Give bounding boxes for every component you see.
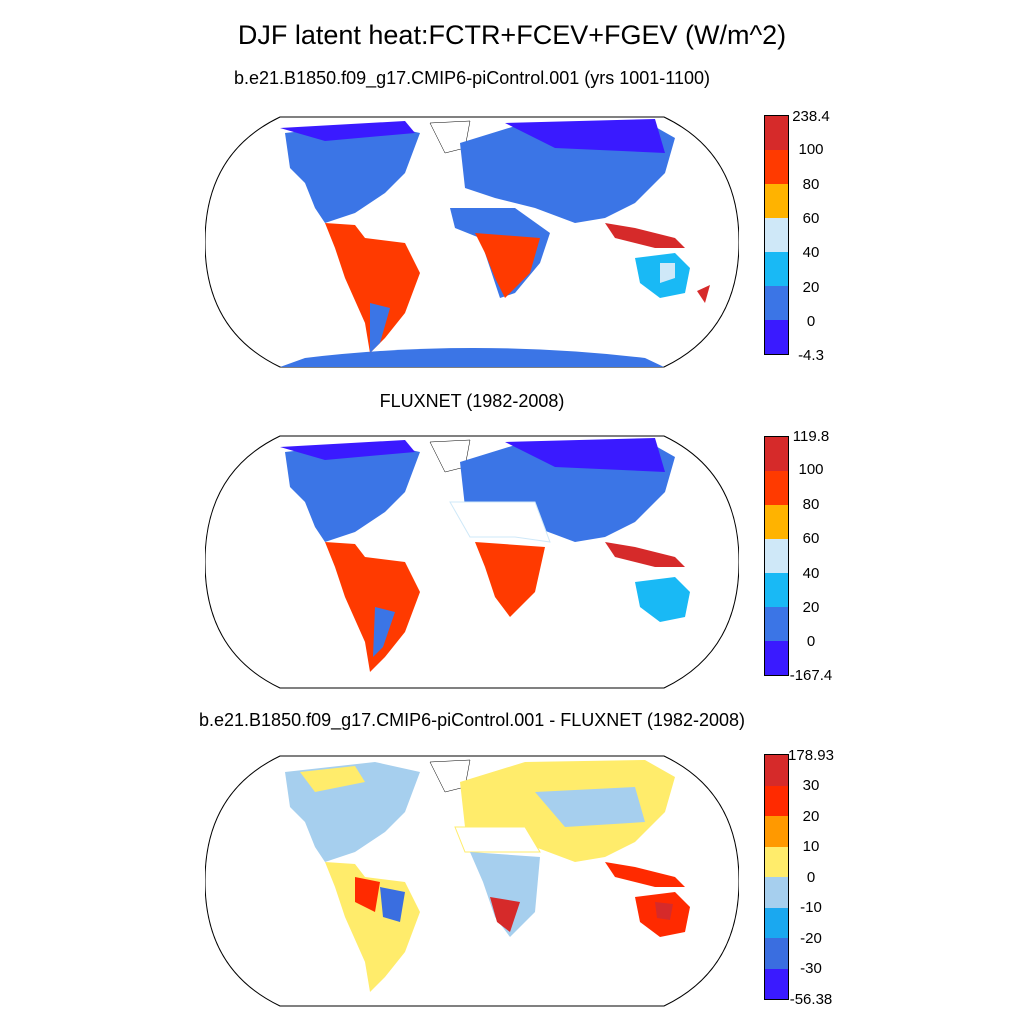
panel-1-subtitle: b.e21.B1850.f09_g17.CMIP6-piControl.001 … [234,68,710,88]
cb3-label-7: -30 [800,960,822,977]
panel-1-colorbar [764,115,789,355]
cb1-label-0: 238.4 [792,108,830,125]
cb2-label-5: 20 [802,599,820,616]
cb3-label-0: 178.93 [788,747,834,764]
panel-2-colorbar [764,436,789,676]
cb3-label-5: -10 [800,899,822,916]
cb3-label-8: -56.38 [789,991,833,1008]
cb3-label-2: 20 [802,808,820,825]
cb1-label-1: 100 [798,141,824,158]
cb2-label-2: 80 [802,496,820,513]
cb3-label-4: 0 [806,869,816,886]
cb3-label-3: 10 [802,838,820,855]
cb1-label-5: 20 [802,279,820,296]
cb1-label-4: 40 [802,244,820,261]
cb2-label-7: -167.4 [789,667,833,684]
cb1-label-6: 0 [806,313,816,330]
cb2-label-0: 119.8 [792,428,830,445]
cb2-label-6: 0 [806,633,816,650]
cb1-label-7: -4.3 [798,347,824,364]
cb2-label-4: 40 [802,565,820,582]
panel-2-subtitle: FLUXNET (1982-2008) [379,391,565,411]
cb2-label-3: 60 [802,530,820,547]
figure-title: DJF latent heat:FCTR+FCEV+FGEV (W/m^2) [237,20,787,50]
panel-3-map [205,752,739,1010]
panel-2-map [205,432,739,692]
cb2-label-1: 100 [798,461,824,478]
panel-3-subtitle: b.e21.B1850.f09_g17.CMIP6-piControl.001 … [199,710,745,730]
cb3-label-6: -20 [800,930,822,947]
cb3-label-1: 30 [802,777,820,794]
panel-3-colorbar [764,754,789,1000]
panel-1-map [205,113,739,371]
cb1-label-2: 80 [802,176,820,193]
cb1-label-3: 60 [802,210,820,227]
